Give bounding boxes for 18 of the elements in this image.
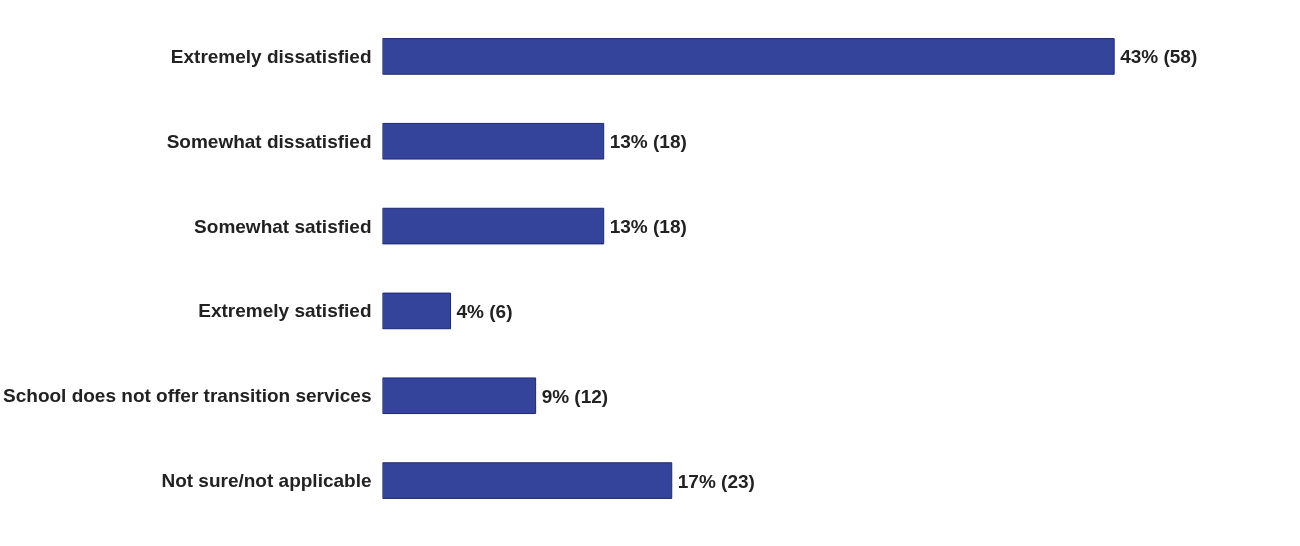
y-tick-label: Somewhat dissatisfied [166,130,372,152]
y-tick-label: School does not offer transition services [3,385,372,407]
data-label: 13% (18) [609,131,687,153]
bar [382,122,605,160]
data-label: 4% (6) [456,300,513,322]
data-label: 13% (18) [609,216,687,238]
bar [382,207,605,245]
data-label: 17% (23) [677,470,755,492]
y-tick-label: Extremely satisfied [198,300,372,322]
bar [382,462,673,499]
y-tick-label: Somewhat satisfied [194,215,372,237]
bar [382,292,452,330]
bar [382,38,1115,75]
bar [382,377,537,415]
y-tick-label: Extremely dissatisfied [170,45,372,67]
data-label: 43% (58) [1120,46,1198,68]
data-label: 9% (12) [541,385,609,407]
y-tick-label: Not sure/not applicable [161,470,372,492]
